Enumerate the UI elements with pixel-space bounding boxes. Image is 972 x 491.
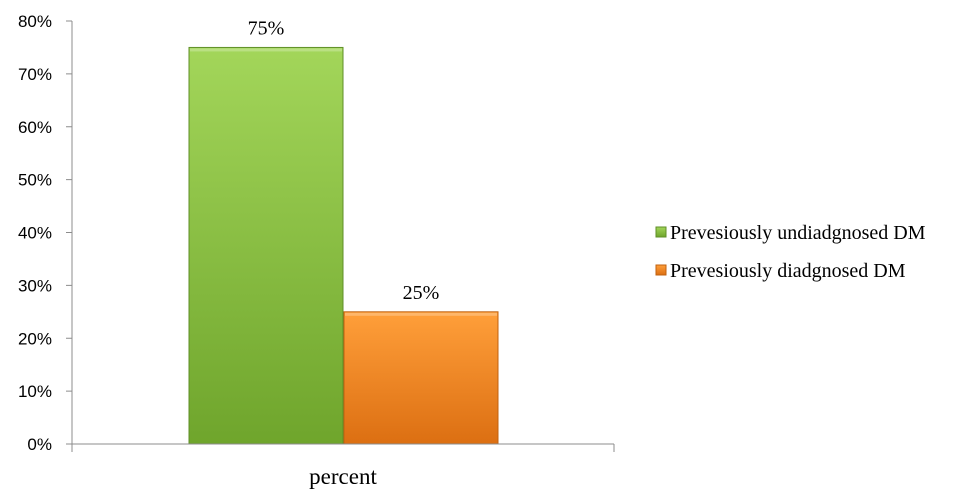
y-tick-label: 50%: [18, 171, 52, 190]
y-axis-ticks: 0% 10% 20% 30% 40% 50% 60% 70% 80%: [18, 12, 72, 454]
y-tick-label: 40%: [18, 224, 52, 243]
bar-highlight: [190, 48, 342, 52]
legend: Prevesiously undiadgnosed DM Prevesiously…: [655, 222, 926, 282]
y-tick-label: 10%: [18, 382, 52, 401]
legend-label: Prevesiously undiadgnosed DM: [670, 222, 926, 244]
y-tick-label: 80%: [18, 12, 52, 31]
y-tick-label: 0%: [27, 435, 52, 454]
data-labels: 75% 25%: [248, 17, 440, 303]
data-label: 75%: [248, 17, 285, 39]
legend-swatch: [655, 264, 667, 276]
y-tick-label: 20%: [18, 329, 52, 348]
y-tick-label: 70%: [18, 65, 52, 84]
legend-swatch: [655, 226, 667, 238]
bar: [188, 46, 344, 445]
bar-highlight: [345, 312, 497, 316]
y-tick-label: 60%: [18, 118, 52, 137]
category-label: percent: [309, 464, 377, 489]
data-label: 25%: [403, 282, 440, 304]
bars: [188, 46, 499, 445]
legend-label: Prevesiously diadgnosed DM: [670, 260, 906, 282]
y-tick-label: 30%: [18, 276, 52, 295]
bar: [343, 311, 499, 445]
